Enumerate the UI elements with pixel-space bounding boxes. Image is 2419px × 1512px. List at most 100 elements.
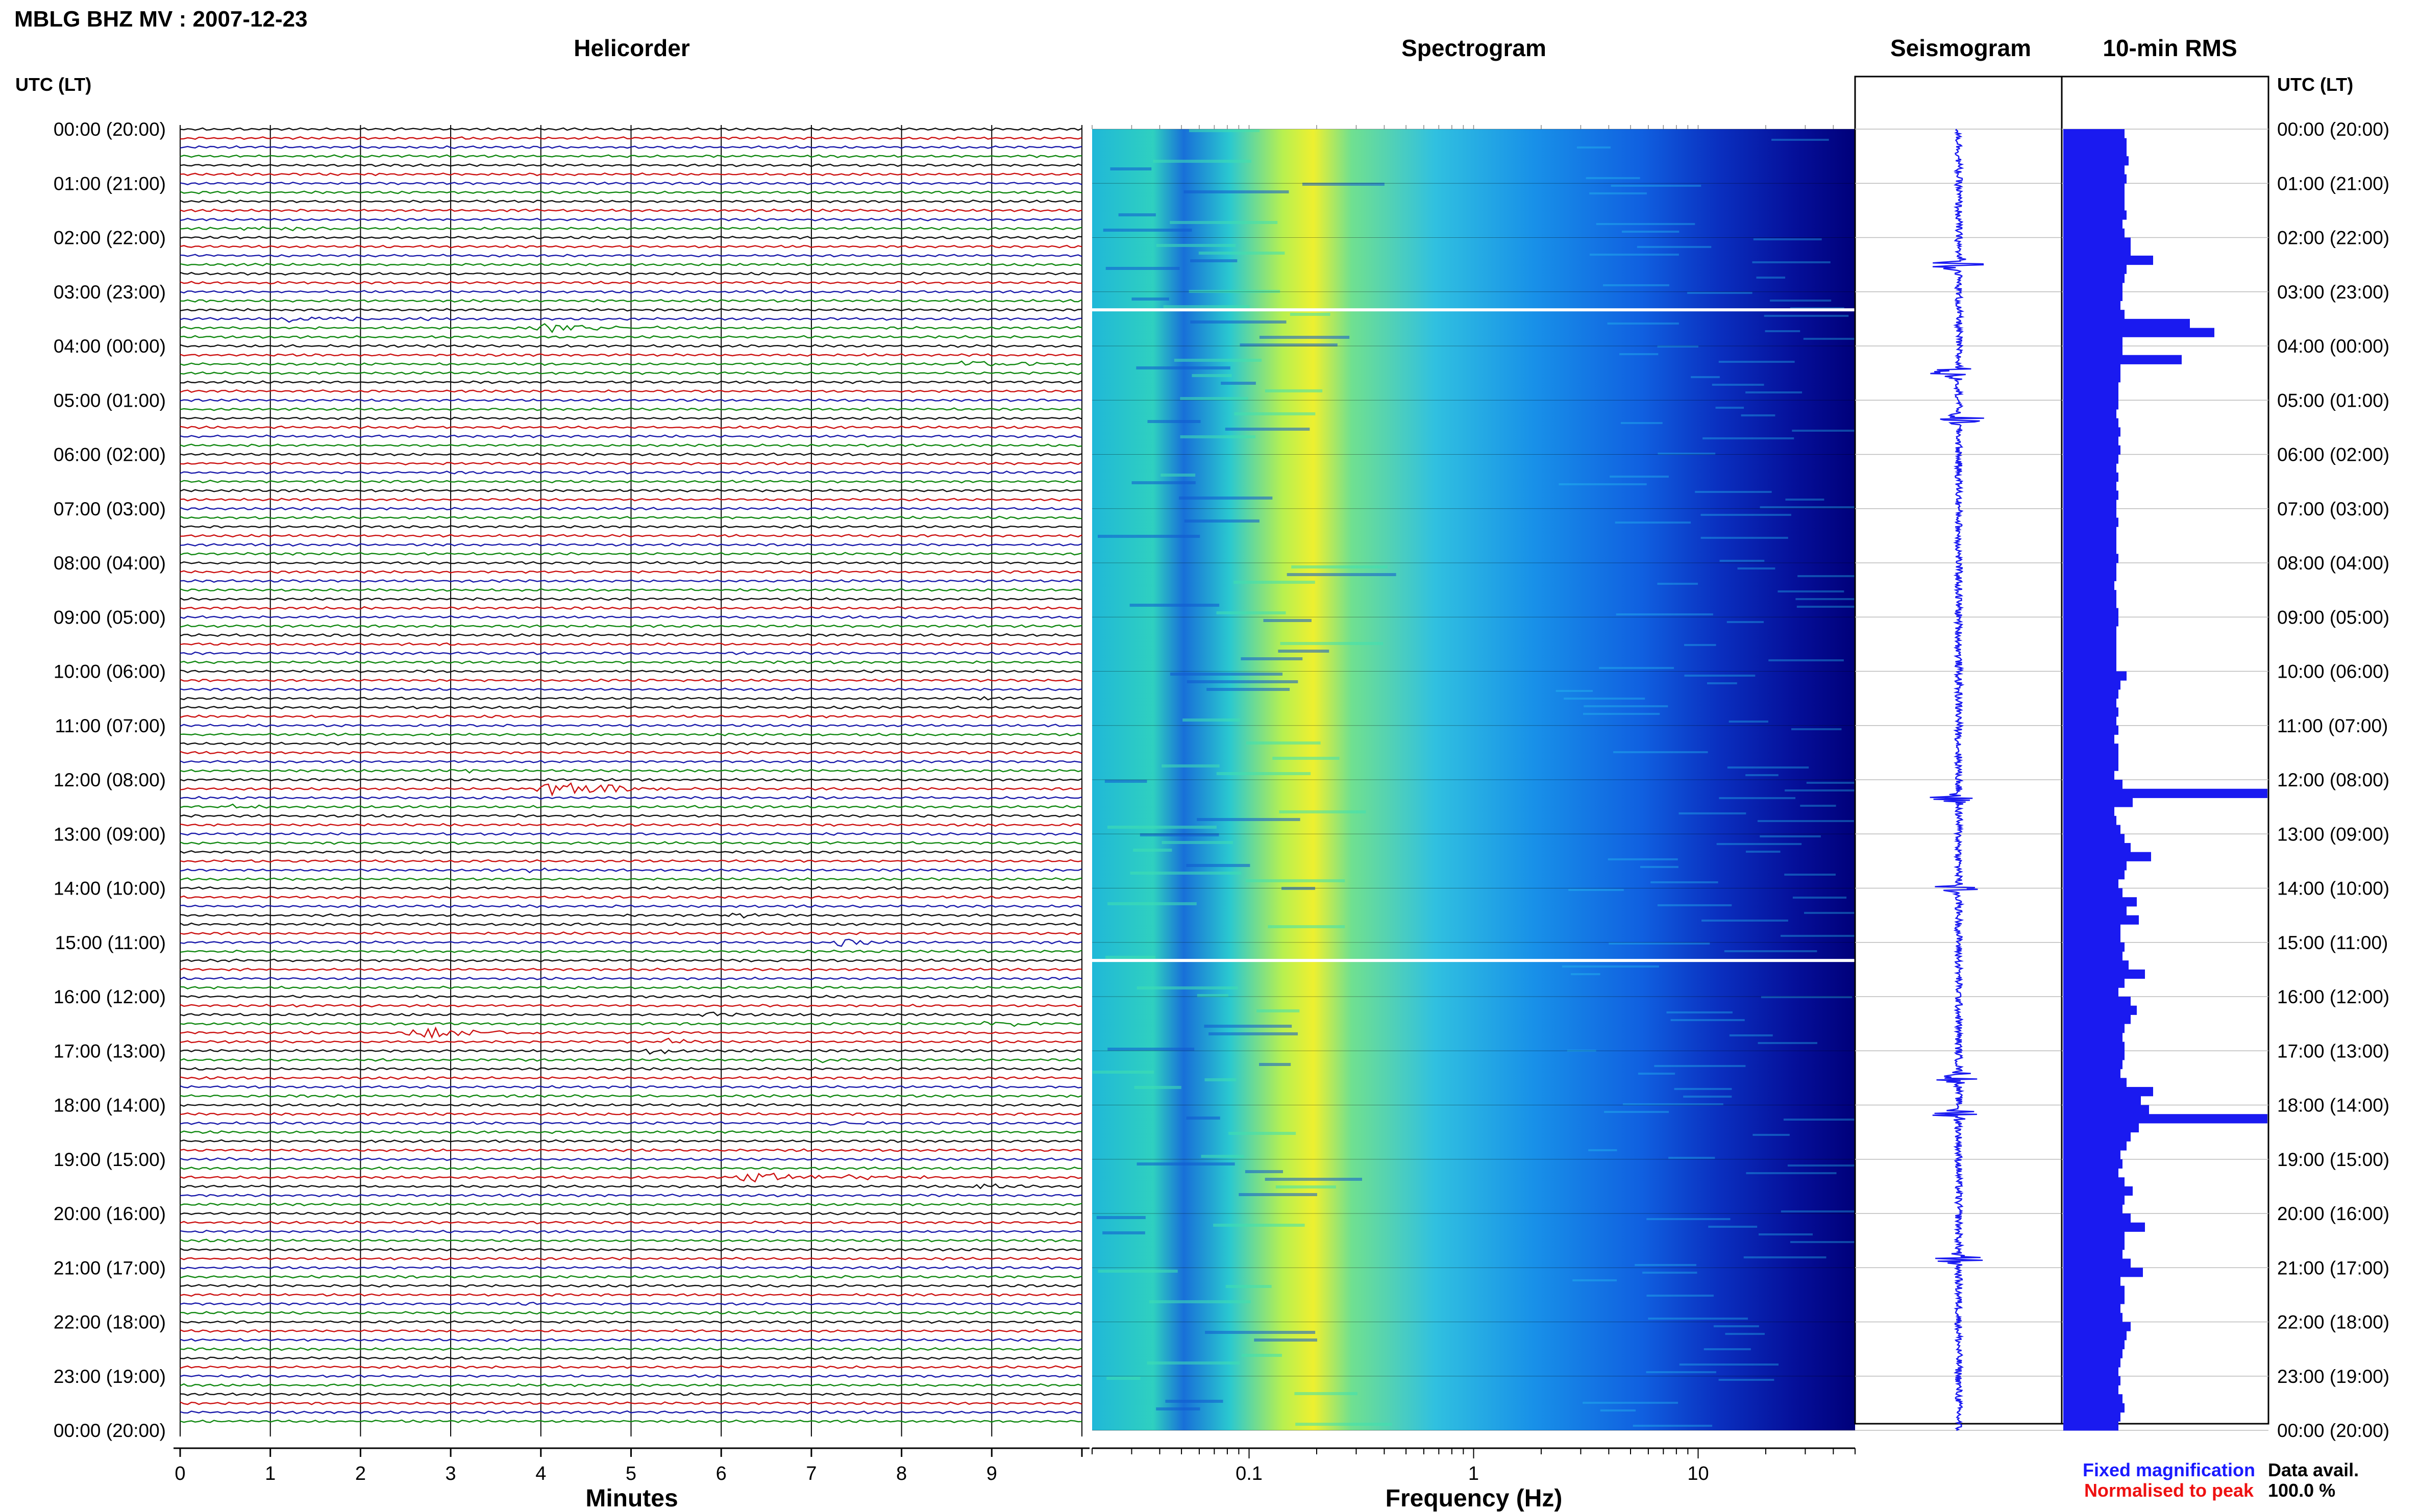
time-tick-right: 10:00 (06:00) (2277, 661, 2389, 682)
helicorder-trace (180, 360, 1082, 367)
spectrogram-speckle (1718, 1379, 1774, 1381)
rms-bar (2063, 1059, 2122, 1070)
spectrogram-speckle (1623, 1103, 1723, 1105)
helicorder-trace (180, 1085, 1082, 1089)
time-tick-right: 13:00 (09:00) (2277, 824, 2389, 845)
spectrogram-speckle (1726, 621, 1764, 623)
helicorder-trace (180, 199, 1082, 204)
time-tick-right: 21:00 (17:00) (2277, 1257, 2389, 1278)
spectrogram-band (1189, 129, 1260, 132)
spectrogram-band (1107, 1048, 1195, 1051)
helicorder-trace (180, 687, 1082, 691)
spectrogram-speckle (1719, 797, 1796, 799)
spectrogram-band (1106, 1377, 1141, 1380)
spectrogram-speckle (1589, 192, 1647, 194)
spectrogram-speckle (1637, 246, 1712, 248)
rms-bar (2063, 138, 2127, 147)
spectrogram-speckle (1791, 728, 1842, 730)
rms-bar (2063, 1241, 2125, 1250)
spectrogram-speckle (1621, 231, 1680, 233)
helicorder-tick-label: 8 (896, 1463, 907, 1484)
spectrogram-band (1279, 810, 1366, 813)
helicorder-trace (180, 443, 1082, 448)
data-availability-value: 100.0 % (2268, 1480, 2335, 1501)
spectrogram-speckle (1668, 1157, 1715, 1159)
spectrogram-band (1198, 252, 1285, 255)
spectrogram-speckle (1572, 1279, 1617, 1281)
rms-bar (2063, 318, 2190, 329)
spectrogram-band (1163, 305, 1250, 308)
spectrogram-speckle (1727, 766, 1809, 769)
spectrogram-speckle (1761, 996, 1853, 998)
rms-bar (2063, 1222, 2145, 1232)
spectrogram-speckle (1620, 422, 1663, 424)
spectrogram-speckle (1743, 1256, 1826, 1258)
spectrogram-band (1259, 336, 1350, 339)
spectrogram-speckle (1745, 851, 1781, 853)
spectrogram-band (1105, 956, 1156, 959)
rms-bar (2063, 725, 2118, 735)
spectrogram-speckle (1609, 943, 1710, 945)
spectrogram-speckle (1559, 483, 1647, 485)
helicorder-trace (180, 912, 1082, 919)
helicorder-trace (180, 588, 1082, 592)
helicorder-trace (180, 1148, 1082, 1152)
spectrogram-band (1137, 1162, 1235, 1166)
helicorder-trace (180, 886, 1082, 890)
helicorder-tick-label: 4 (535, 1463, 546, 1484)
spectrogram-band (1295, 1423, 1392, 1426)
helicorder-trace (180, 480, 1082, 484)
helicorder-trace (180, 1266, 1082, 1270)
rms-bar (2063, 1042, 2125, 1051)
spectrogram-speckle (1583, 1402, 1679, 1404)
spectrogram-speckle (1570, 973, 1600, 975)
spectrogram-band (1280, 642, 1384, 645)
helicorder-trace (180, 534, 1082, 538)
spectrogram-band (1265, 1178, 1362, 1181)
helicorder-x-label: Minutes (585, 1485, 678, 1512)
helicorder-trace (180, 1067, 1082, 1071)
helicorder-trace (180, 353, 1082, 357)
helicorder-trace (180, 958, 1082, 962)
helicorder-trace (180, 1076, 1082, 1080)
rms-bar (2063, 463, 2116, 473)
data-availability-label: Data avail. (2268, 1459, 2359, 1480)
helicorder-trace (180, 714, 1082, 718)
spectrogram-speckle (1684, 675, 1756, 677)
spectrogram-band (1147, 1361, 1240, 1365)
spectrogram-band (1118, 213, 1156, 216)
rms-bar (2063, 391, 2118, 401)
spectrogram-band (1170, 221, 1278, 224)
spectrogram-speckle (1756, 277, 1786, 279)
helicorder-trace (180, 651, 1082, 655)
spectrogram-band (1187, 680, 1298, 683)
spectrogram-speckle (1674, 1088, 1732, 1090)
spectrogram-speckle (1616, 613, 1713, 615)
rms-bar (2063, 997, 2131, 1006)
spectrogram-speckle (1758, 1233, 1813, 1235)
spectrogram-speckle (1781, 1210, 1877, 1212)
time-tick-right: 07:00 (03:00) (2277, 499, 2389, 519)
rms-bar (2063, 987, 2118, 997)
spectrogram-band (1228, 1132, 1296, 1135)
time-tick-right: 16:00 (12:00) (2277, 986, 2389, 1007)
helicorder-tick-label: 9 (986, 1463, 997, 1484)
helicorder-trace (180, 877, 1082, 881)
rms-bar (2063, 355, 2182, 364)
time-tick-left: 03:00 (23:00) (54, 282, 166, 303)
helicorder-trace (180, 226, 1082, 232)
rms-bar (2063, 716, 2116, 726)
spectrogram-tick-label: 10 (1687, 1463, 1709, 1484)
helicorder-trace (180, 995, 1082, 999)
spectrogram-speckle (1604, 1111, 1669, 1113)
spectrogram-band (1098, 535, 1200, 538)
time-tick-left: 14:00 (10:00) (54, 878, 166, 899)
spectrogram-speckle (1687, 292, 1752, 294)
rms-bar (2063, 1331, 2127, 1341)
time-tick-left: 12:00 (08:00) (54, 770, 166, 790)
spectrogram-band (1225, 1285, 1272, 1288)
helicorder-trace (180, 542, 1082, 547)
rms-bar (2063, 788, 2267, 798)
helicorder-trace (180, 1383, 1082, 1387)
rms-bar (2063, 1014, 2131, 1024)
